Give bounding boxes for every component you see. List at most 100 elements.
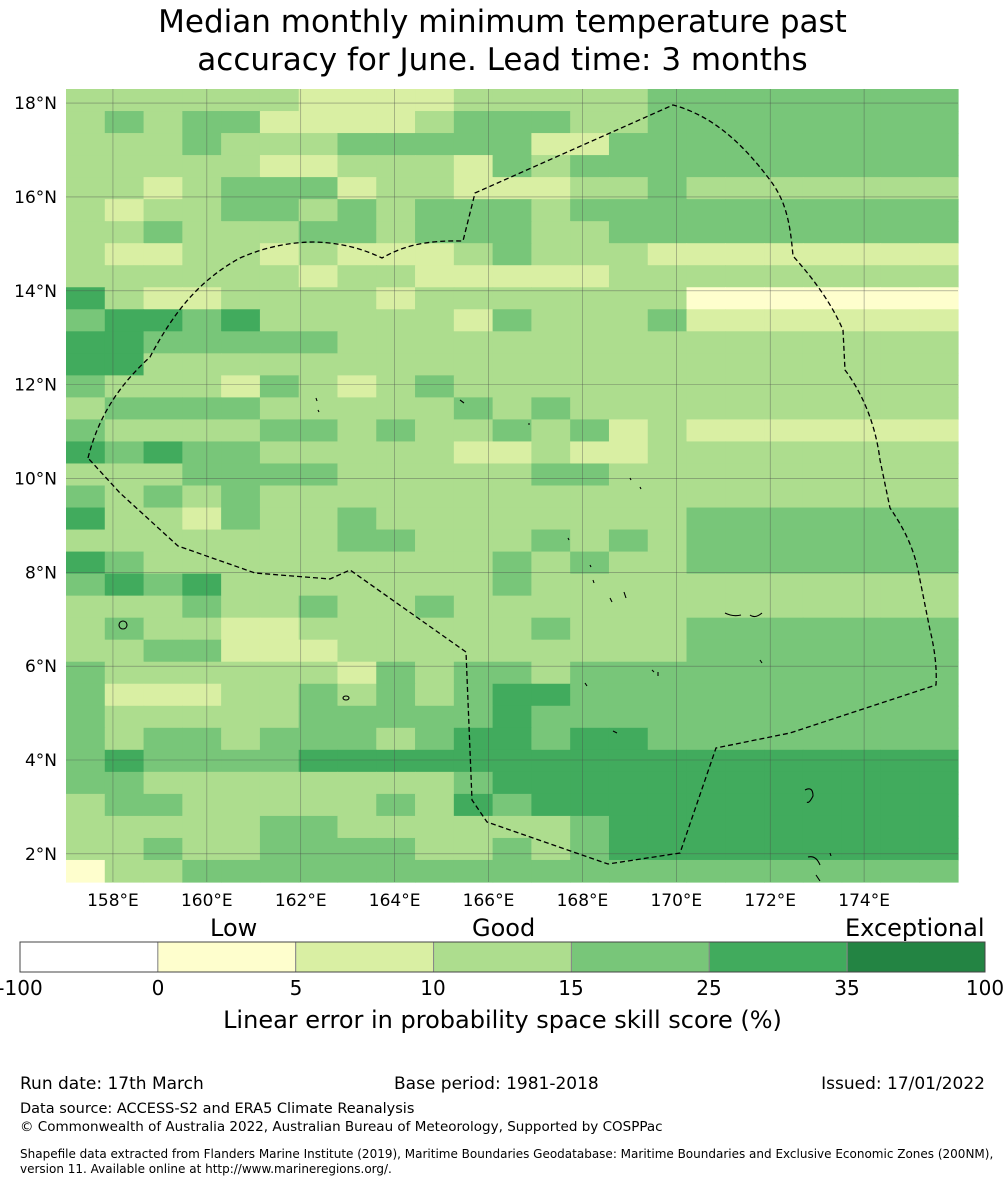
grid-cell (66, 837, 106, 861)
grid-cell (570, 199, 610, 222)
chart-title-line-1: Median monthly minimum temperature past (158, 4, 847, 40)
grid-cell (531, 155, 571, 178)
grid-cell (570, 375, 610, 398)
grid-cell (182, 705, 222, 729)
grid-cell (802, 705, 843, 729)
grid-cell (802, 485, 843, 509)
grid-cell (453, 617, 494, 641)
grid-cell (647, 727, 688, 751)
grid-cell (531, 419, 571, 443)
grid-cell (221, 287, 261, 310)
longitude-axis-labels: 158°E 160°E 162°E 164°E 166°E 168°E 170°E 172°E… (87, 891, 890, 911)
grid-cell (531, 727, 571, 751)
grid-cell (453, 331, 494, 354)
grid-cell (453, 177, 494, 200)
grid-cell (259, 133, 300, 156)
grid-cell (104, 133, 145, 156)
grid-cell (570, 353, 610, 376)
grid-cell (453, 243, 494, 266)
grid-cell (221, 749, 261, 773)
grid-cell (802, 683, 843, 707)
grid-cell (415, 353, 455, 376)
grid-cell (259, 683, 300, 707)
grid-cell (919, 837, 959, 861)
grid-cell (221, 243, 261, 266)
grid-cell (608, 397, 649, 421)
grid-cell (725, 617, 765, 641)
grid-cell (143, 177, 183, 200)
grid-cell (376, 221, 416, 244)
grid-cell (298, 749, 339, 773)
grid-cell (570, 111, 610, 134)
grid-cell (415, 683, 455, 707)
grid-cell (570, 749, 610, 773)
grid-cell (608, 837, 649, 861)
grid-cell (298, 661, 339, 685)
grid-cell (841, 529, 882, 553)
grid-cell (608, 793, 649, 817)
grid-cell (259, 265, 300, 288)
grid-cell (725, 749, 765, 773)
grid-cell (143, 265, 183, 288)
grid-cell (531, 595, 571, 619)
grid-cell (802, 639, 843, 663)
grid-cell (298, 419, 339, 443)
grid-cell (143, 661, 183, 685)
grid-cell (66, 815, 106, 839)
grid-cell (841, 243, 882, 266)
grid-cell (221, 551, 261, 575)
grid-cell (764, 177, 804, 200)
grid-cell (608, 485, 649, 509)
colorbar-category-low: Low (210, 914, 258, 942)
grid-cell (376, 243, 416, 266)
grid-cell (570, 133, 610, 156)
grid-cell (66, 705, 106, 729)
grid-cell (608, 661, 649, 685)
grid-cell (802, 595, 843, 619)
grid-cell (376, 705, 416, 729)
grid-cell (647, 815, 688, 839)
grid-cell (143, 221, 183, 244)
grid-cell (492, 309, 532, 332)
grid-cell (221, 507, 261, 531)
grid-cell (66, 551, 106, 575)
base-period: Base period: 1981-2018 (394, 1074, 599, 1094)
grid-cell (686, 617, 726, 641)
grid-cell (182, 287, 222, 310)
grid-cell (453, 111, 494, 134)
grid-cell (686, 243, 726, 266)
grid-cell (453, 529, 494, 553)
grid-cell (337, 683, 377, 707)
grid-cell (841, 661, 882, 685)
grid-cell (182, 727, 222, 751)
grid-cell (104, 309, 145, 332)
grid-cell (764, 243, 804, 266)
latitude-label: 12°N (14, 376, 57, 396)
grid-cell (531, 265, 571, 288)
grid-cell (531, 199, 571, 222)
grid-cell (919, 529, 959, 553)
grid-cell (415, 661, 455, 685)
grid-cell (647, 705, 688, 729)
latitude-label: 18°N (14, 94, 57, 114)
grid-cell (880, 221, 920, 244)
grid-cell (841, 111, 882, 134)
grid-cell (764, 815, 804, 839)
grid-cell (686, 397, 726, 421)
grid-cell (686, 463, 726, 487)
colorbar (19, 941, 986, 973)
grid-cell (686, 595, 726, 619)
grid-cell (492, 265, 532, 288)
latitude-label: 10°N (14, 469, 57, 489)
grid-cell (647, 155, 688, 178)
graticule (66, 89, 958, 882)
grid-cell (415, 419, 455, 443)
colorbar-segment (157, 941, 297, 973)
colorbar-tick: 10 (420, 976, 446, 1000)
grid-cell (492, 617, 532, 641)
grid-cell (570, 441, 610, 465)
grid-cell (104, 419, 145, 443)
grid-cell (647, 397, 688, 421)
grid-cell (919, 793, 959, 817)
grid-cell (337, 485, 377, 509)
